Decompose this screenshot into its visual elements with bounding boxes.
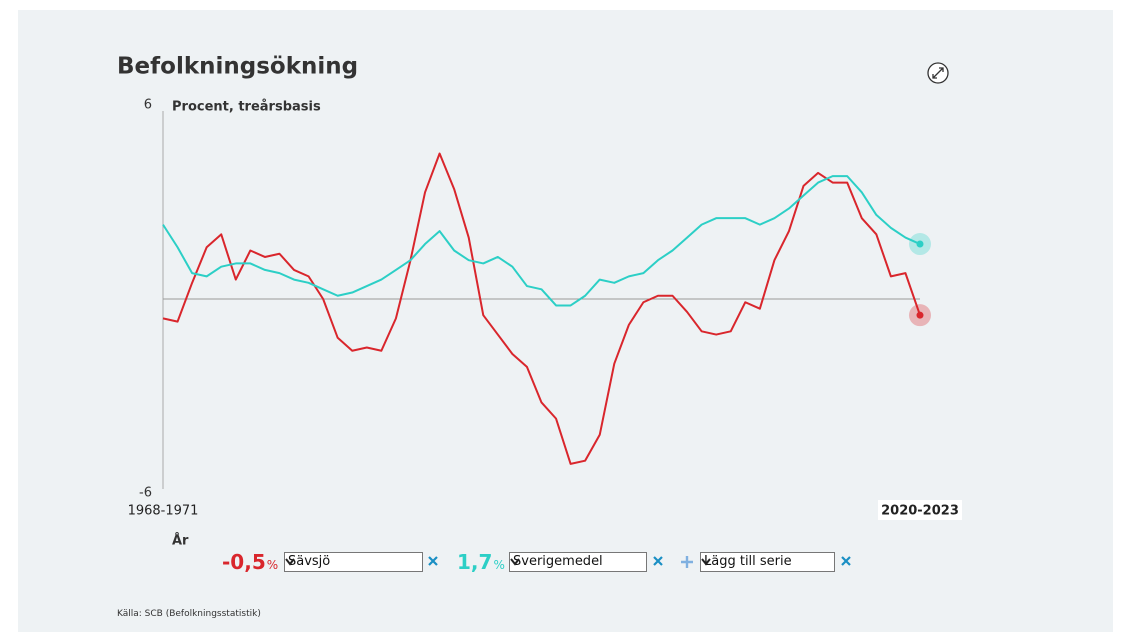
series-select[interactable]: Sävsjö: [284, 552, 423, 572]
source: Källa: SCB (Befolkningsstatistik): [117, 609, 261, 619]
select-arrow: [701, 558, 711, 566]
y-tick-label: 6: [144, 98, 152, 113]
series-value: -0,5%: [222, 550, 279, 574]
value-label: -0,5: [222, 550, 266, 574]
x-tick-label: 2020-2023: [881, 504, 959, 519]
unit: %: [266, 557, 279, 572]
series-line: [162, 175, 921, 307]
panel: [18, 10, 1113, 632]
y-axis-label: Procent, treårsbasis: [172, 100, 321, 115]
remove-button[interactable]: [427, 555, 439, 567]
select-text: Sävsjö: [288, 554, 331, 569]
remove-button[interactable]: [652, 555, 664, 567]
x-axis-label: År: [172, 533, 189, 549]
series-select[interactable]: Sverigemedel: [509, 552, 647, 572]
y-tick-label: -6: [139, 486, 152, 501]
expand-button[interactable]: [927, 62, 949, 84]
unit: %: [493, 557, 505, 572]
x-tick-label: 1968-1971: [128, 504, 199, 519]
value-label: 1,7: [457, 550, 493, 574]
x-label-bg: [878, 500, 962, 520]
series-line: [162, 152, 921, 465]
remove-button[interactable]: [840, 555, 852, 567]
end-dot: [916, 240, 924, 248]
chart-title: Befolkningsökning: [117, 54, 358, 80]
end-dot: [916, 311, 924, 319]
end-marker: [909, 233, 931, 256]
select-arrow: [510, 558, 520, 566]
add-series-select[interactable]: Lägg till serie: [700, 552, 835, 572]
end-marker: [909, 304, 931, 327]
select-arrow: [285, 558, 295, 566]
add-icon: [681, 556, 693, 568]
select-text: Sverigemedel: [513, 554, 603, 569]
select-text: Lägg till serie: [704, 554, 792, 569]
series-value: 1,7%: [457, 550, 505, 574]
